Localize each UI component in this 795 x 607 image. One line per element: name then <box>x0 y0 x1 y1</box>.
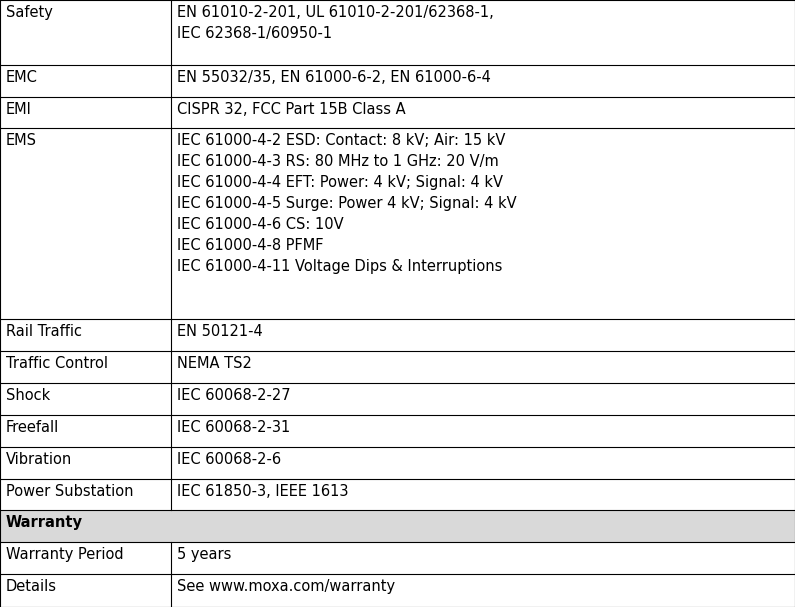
Bar <box>171 478 795 510</box>
Text: Power Substation: Power Substation <box>6 484 134 498</box>
Bar <box>0 319 171 351</box>
Bar <box>171 415 795 447</box>
Text: Warranty: Warranty <box>6 515 83 531</box>
Bar <box>171 510 795 542</box>
Text: EMS: EMS <box>6 134 37 149</box>
Text: See www.moxa.com/warranty: See www.moxa.com/warranty <box>177 579 395 594</box>
Bar <box>171 129 795 319</box>
Bar <box>171 319 795 351</box>
Bar <box>171 447 795 478</box>
Text: EN 61010-2-201, UL 61010-2-201/62368-1,
IEC 62368-1/60950-1: EN 61010-2-201, UL 61010-2-201/62368-1, … <box>177 5 494 41</box>
Bar <box>0 478 171 510</box>
Bar <box>0 129 171 319</box>
Bar <box>0 415 171 447</box>
Bar <box>171 97 795 129</box>
Text: EN 50121-4: EN 50121-4 <box>177 324 262 339</box>
Bar <box>171 574 795 607</box>
Text: EN 55032/35, EN 61000-6-2, EN 61000-6-4: EN 55032/35, EN 61000-6-2, EN 61000-6-4 <box>177 70 491 85</box>
Text: EMI: EMI <box>6 101 32 117</box>
Bar <box>0 97 171 129</box>
Bar <box>0 351 171 383</box>
Text: Rail Traffic: Rail Traffic <box>6 324 82 339</box>
Bar <box>171 383 795 415</box>
Text: IEC 60068-2-27: IEC 60068-2-27 <box>177 388 290 403</box>
Bar <box>171 65 795 97</box>
Text: Safety: Safety <box>6 5 53 20</box>
Bar <box>171 351 795 383</box>
Text: Shock: Shock <box>6 388 50 403</box>
Text: NEMA TS2: NEMA TS2 <box>177 356 252 371</box>
Bar <box>0 0 171 65</box>
Bar <box>0 510 171 542</box>
Text: Warranty Period: Warranty Period <box>6 547 124 562</box>
Bar <box>0 447 171 478</box>
Text: Freefall: Freefall <box>6 420 60 435</box>
Text: Traffic Control: Traffic Control <box>6 356 108 371</box>
Bar <box>0 65 171 97</box>
Bar <box>171 542 795 574</box>
Bar <box>0 542 171 574</box>
Text: Vibration: Vibration <box>6 452 72 467</box>
Bar <box>171 0 795 65</box>
Text: Details: Details <box>6 579 57 594</box>
Text: IEC 61000-4-2 ESD: Contact: 8 kV; Air: 15 kV
IEC 61000-4-3 RS: 80 MHz to 1 GHz: : IEC 61000-4-2 ESD: Contact: 8 kV; Air: 1… <box>177 134 517 274</box>
Text: IEC 61850-3, IEEE 1613: IEC 61850-3, IEEE 1613 <box>177 484 348 498</box>
Text: EMC: EMC <box>6 70 38 85</box>
Bar <box>0 383 171 415</box>
Text: 5 years: 5 years <box>177 547 231 562</box>
Text: IEC 60068-2-31: IEC 60068-2-31 <box>177 420 290 435</box>
Text: IEC 60068-2-6: IEC 60068-2-6 <box>177 452 281 467</box>
Text: CISPR 32, FCC Part 15B Class A: CISPR 32, FCC Part 15B Class A <box>177 101 405 117</box>
Bar <box>0 574 171 607</box>
